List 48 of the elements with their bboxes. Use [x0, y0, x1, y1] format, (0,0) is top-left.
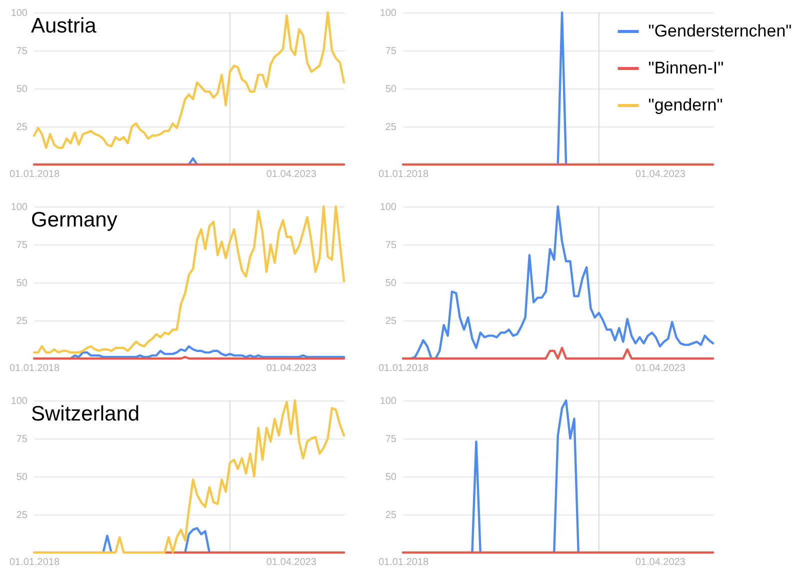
x-tick-label: 01.01.2018 [9, 363, 60, 374]
y-tick-label: 25 [16, 122, 28, 133]
x-tick-label: 01.04.2023 [635, 363, 686, 374]
x-tick-label: 01.01.2018 [9, 557, 60, 568]
legend-label: "Gendersternchen" [648, 22, 792, 40]
legend-label: "Binnen-I" [648, 58, 724, 78]
line-series [32, 11, 346, 149]
chart-title: Switzerland [31, 402, 140, 426]
y-tick-label: 25 [16, 316, 28, 327]
y-tick-label: 100 [10, 8, 28, 19]
y-tick-label: 50 [385, 84, 397, 95]
y-tick-label: 75 [385, 434, 397, 445]
y-tick-label: 25 [16, 510, 28, 521]
y-tick-label: 75 [16, 434, 28, 445]
y-tick-label: 100 [380, 8, 397, 19]
y-tick-label: 100 [380, 396, 397, 407]
y-tick-label: 75 [385, 240, 397, 251]
y-tick-label: 75 [16, 240, 28, 251]
y-tick-label: 50 [385, 278, 397, 289]
line-series [402, 346, 714, 360]
y-tick-label: 50 [16, 472, 28, 483]
x-tick-label: 01.01.2018 [378, 557, 429, 568]
y-tick-label: 100 [10, 396, 28, 407]
y-tick-label: 50 [16, 278, 28, 289]
line-series [70, 345, 346, 360]
line-series [410, 205, 714, 360]
x-tick-label: 01.01.2018 [378, 169, 429, 180]
line-series [32, 399, 346, 554]
chart-title: Austria [31, 14, 97, 38]
x-tick-label: 01.01.2018 [9, 169, 60, 180]
x-tick-label: 01.04.2023 [266, 363, 317, 374]
y-tick-label: 75 [16, 46, 28, 57]
y-tick-label: 25 [385, 316, 397, 327]
x-tick-label: 01.04.2023 [266, 169, 317, 180]
line-series [32, 205, 346, 354]
y-tick-label: 50 [16, 84, 28, 95]
x-tick-label: 01.01.2018 [378, 363, 429, 374]
x-tick-label: 01.04.2023 [635, 557, 686, 568]
y-tick-label: 25 [385, 122, 397, 133]
y-tick-label: 50 [385, 472, 397, 483]
x-tick-label: 01.04.2023 [635, 169, 686, 180]
legend-label: "gendern" [648, 96, 723, 114]
x-tick-label: 01.04.2023 [266, 557, 317, 568]
chart-title: Germany [31, 208, 118, 232]
y-tick-label: 100 [10, 202, 28, 213]
y-tick-label: 100 [380, 202, 397, 213]
y-tick-label: 75 [385, 46, 397, 57]
y-tick-label: 25 [385, 510, 397, 521]
